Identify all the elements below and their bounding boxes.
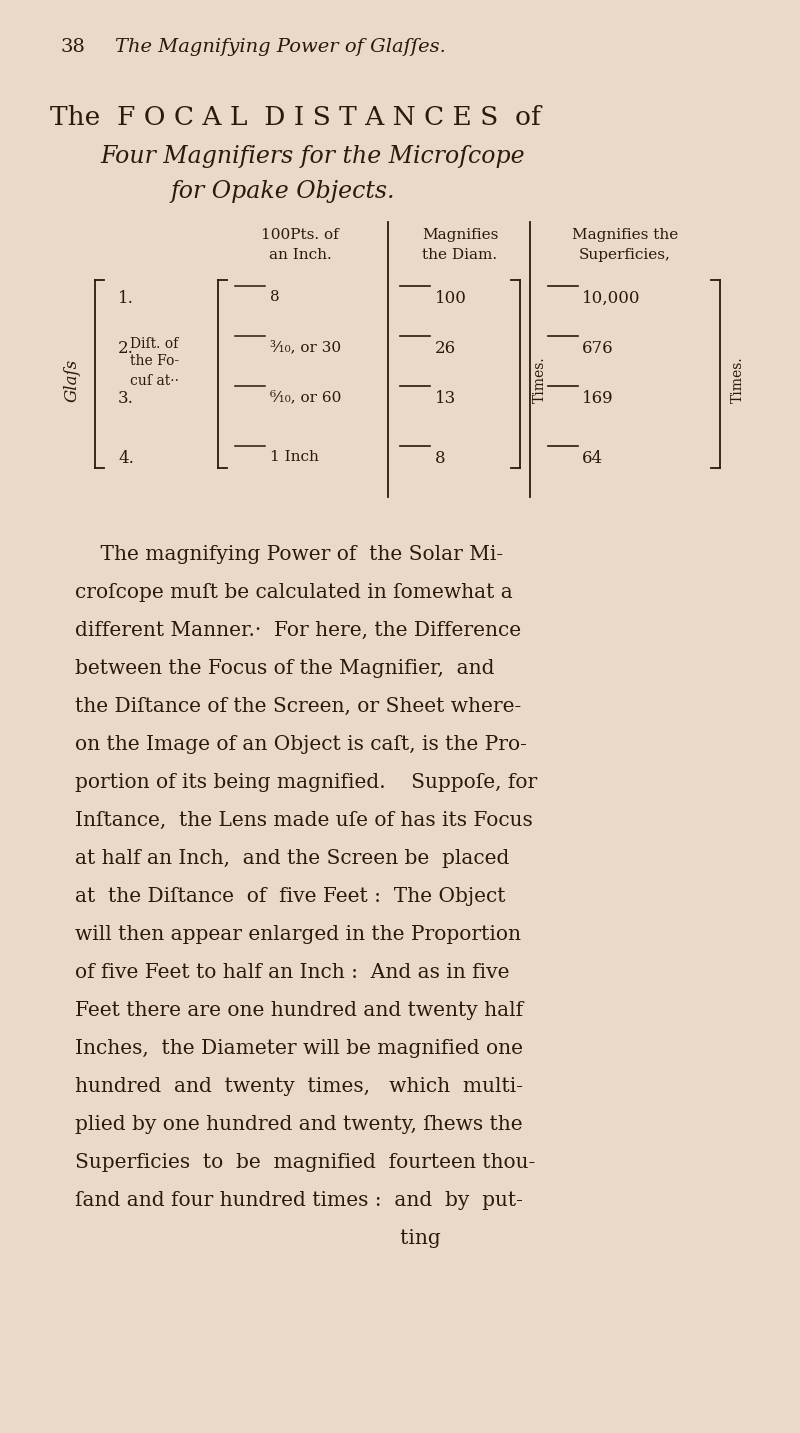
Text: Inches,  the Diameter will be magnified one: Inches, the Diameter will be magnified o… [75, 1039, 523, 1058]
Text: 1.: 1. [118, 289, 134, 307]
Text: 100: 100 [435, 289, 467, 307]
Text: different Manner.·  For here, the Difference: different Manner.· For here, the Differe… [75, 620, 521, 641]
Text: at  the Diſtance  of  five Feet :  The Object: at the Diſtance of five Feet : The Objec… [75, 887, 506, 906]
Text: Feet there are one hundred and twenty half: Feet there are one hundred and twenty ha… [75, 1002, 523, 1020]
Text: The magnifying Power of  the Solar Mi-: The magnifying Power of the Solar Mi- [75, 545, 503, 565]
Text: 38: 38 [60, 39, 85, 56]
Text: Times.: Times. [533, 357, 547, 403]
Text: ting: ting [75, 1230, 441, 1248]
Text: at half an Inch,  and the Screen be  placed: at half an Inch, and the Screen be place… [75, 848, 510, 868]
Text: 169: 169 [582, 390, 614, 407]
Text: the Diſtance of the Screen, or Sheet where-: the Diſtance of the Screen, or Sheet whe… [75, 696, 522, 716]
Text: 10,000: 10,000 [582, 289, 641, 307]
Text: 2.: 2. [118, 340, 134, 357]
Text: Magnifies the: Magnifies the [572, 228, 678, 242]
Text: 8: 8 [435, 450, 446, 467]
Text: the Fo-: the Fo- [130, 354, 179, 368]
Text: 100Pts. of: 100Pts. of [261, 228, 339, 242]
Text: will then appear enlarged in the Proportion: will then appear enlarged in the Proport… [75, 924, 521, 944]
Text: 3.: 3. [118, 390, 134, 407]
Text: 676: 676 [582, 340, 614, 357]
Text: croſcope muſt be calculated in ſomewhat a: croſcope muſt be calculated in ſomewhat … [75, 583, 513, 602]
Text: hundred  and  twenty  times,   which  multi-: hundred and twenty times, which multi- [75, 1078, 523, 1096]
Text: for Opake Objects.: for Opake Objects. [170, 181, 394, 203]
Text: ⁶⁄₁₀, or 60: ⁶⁄₁₀, or 60 [270, 390, 342, 404]
Text: 1 Inch: 1 Inch [270, 450, 319, 464]
Text: between the Focus of the Magnifier,  and: between the Focus of the Magnifier, and [75, 659, 494, 678]
Text: cuſ at··: cuſ at·· [130, 374, 179, 388]
Text: of five Feet to half an Inch :  And as in five: of five Feet to half an Inch : And as in… [75, 963, 510, 982]
Text: Times.: Times. [731, 357, 745, 403]
Text: Magnifies: Magnifies [422, 228, 498, 242]
Text: portion of its being magnified.    Suppoſe, for: portion of its being magnified. Suppoſe,… [75, 772, 538, 792]
Text: Superficies  to  be  magnified  fourteen thou-: Superficies to be magnified fourteen tho… [75, 1154, 535, 1172]
Text: ³⁄₁₀, or 30: ³⁄₁₀, or 30 [270, 340, 341, 354]
Text: Glaſs: Glaſs [63, 358, 81, 401]
Text: Superficies,: Superficies, [579, 248, 671, 262]
Text: the Diam.: the Diam. [422, 248, 498, 262]
Text: 26: 26 [435, 340, 456, 357]
Text: 4.: 4. [118, 450, 134, 467]
Text: 64: 64 [582, 450, 603, 467]
Text: 8: 8 [270, 289, 280, 304]
Text: Four Magnifiers for the Microſcope: Four Magnifiers for the Microſcope [100, 145, 525, 168]
Text: Diſt. of: Diſt. of [130, 337, 178, 351]
Text: The  F O C A L  D I S T A N C E S  of: The F O C A L D I S T A N C E S of [50, 105, 541, 130]
Text: Inſtance,  the Lens made uſe of has its Focus: Inſtance, the Lens made uſe of has its F… [75, 811, 533, 830]
Text: 13: 13 [435, 390, 456, 407]
Text: plied by one hundred and twenty, ſhews the: plied by one hundred and twenty, ſhews t… [75, 1115, 522, 1134]
Text: an Inch.: an Inch. [269, 248, 331, 262]
Text: on the Image of an Object is caſt, is the Pro-: on the Image of an Object is caſt, is th… [75, 735, 527, 754]
Text: The Magnifying Power of Glaſſes.: The Magnifying Power of Glaſſes. [115, 39, 446, 56]
Text: ſand and four hundred times :  and  by  put-: ſand and four hundred times : and by put… [75, 1191, 523, 1209]
